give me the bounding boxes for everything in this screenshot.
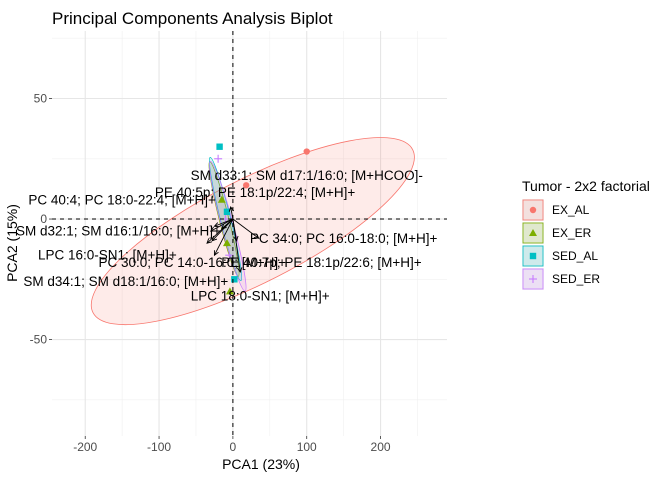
loading-label: LPC 18:0-SN1; [M+H]+ [191,289,330,304]
legend-label: EX_AL [552,203,590,217]
point-sed-er [214,154,223,163]
y-tick-label: -50 [30,333,48,347]
point-ex-al [242,182,250,189]
y-tick-label: 50 [34,92,48,106]
x-tick-label: -100 [147,440,171,454]
loading-arrow [230,206,234,220]
loading-arrow [206,218,234,244]
legend-title: Tumor - 2x2 factorial [522,178,650,194]
point-sed-al [216,143,223,150]
loading-arrowhead [206,238,212,244]
loading-label: PC 34:0; PC 16:0-18:0; [M+H]+ [250,231,438,246]
legend-symbol [529,275,537,283]
loading-label: PE 40:7p; PE 18:1p/22:6; [M+H]+ [221,255,421,270]
x-tick-label: -200 [73,440,97,454]
x-axis-title: PCA1 (23%) [222,456,300,472]
loading-label: SM d32:1; SM d16:1/16:0; [M+H]+ [16,224,221,239]
loading-arrow [214,218,234,256]
axis-ticks: -200 -100 0 100 200 -50 0 50 [30,92,391,455]
legend-symbol [529,252,537,260]
loading-label: SM d34:1; SM d18:1/16:0; [M+H]+ [23,274,228,289]
legend-label: SED_ER [552,272,600,286]
point-ex-er [217,195,226,203]
loading-arrowhead [253,233,260,239]
ellipse-ex-al [90,137,415,326]
loading-arrowhead [213,250,219,257]
x-tick-label: 0 [230,440,237,454]
loading-label: PC 40:4; PC 18:0-22:4; [M+H]+ [28,192,216,207]
loading-arrowhead [209,226,216,232]
point-sed-er [225,251,234,260]
y-axis-title: PCA2 (15%) [4,204,20,282]
loading-arrow [232,218,241,273]
legend-label: SED_AL [552,249,598,263]
legend-label: EX_ER [552,226,592,240]
y-tick-label: 0 [40,212,47,226]
point-ex-al [303,148,310,155]
chart-title: Principal Components Analysis Biplot [52,9,333,28]
loading-label: SM d33:1; SM d17:1/16:0; [M+HCOO]- [191,168,423,183]
point-sed-al [231,276,238,283]
x-tick-label: 100 [297,440,317,454]
x-tick-label: 200 [371,440,391,454]
loading-arrow [232,218,259,239]
loading-arrowhead [213,222,220,228]
loading-arrowhead [237,267,243,274]
plot-panel: SM d33:1; SM d17:1/16:0; [M+HCOO]- PC 40:… [16,31,447,436]
point-ex-er [225,287,234,295]
legend-symbol [529,229,537,236]
point-sed-al [223,208,231,216]
loading-label: PE 40:5p; PE 18:1p/22:4; [M+H]+ [155,185,355,200]
point-ex-er [222,239,231,247]
legend-symbol [529,206,537,214]
loading-label: LPC 16:0-SN1; [M+H]+ [38,248,177,263]
legend: Tumor - 2x2 factorial EX_AL EX_ER SED_AL SE… [522,178,650,290]
loading-arrowhead [233,235,239,242]
loading-arrow [210,218,234,232]
loading-arrowhead [228,206,235,212]
